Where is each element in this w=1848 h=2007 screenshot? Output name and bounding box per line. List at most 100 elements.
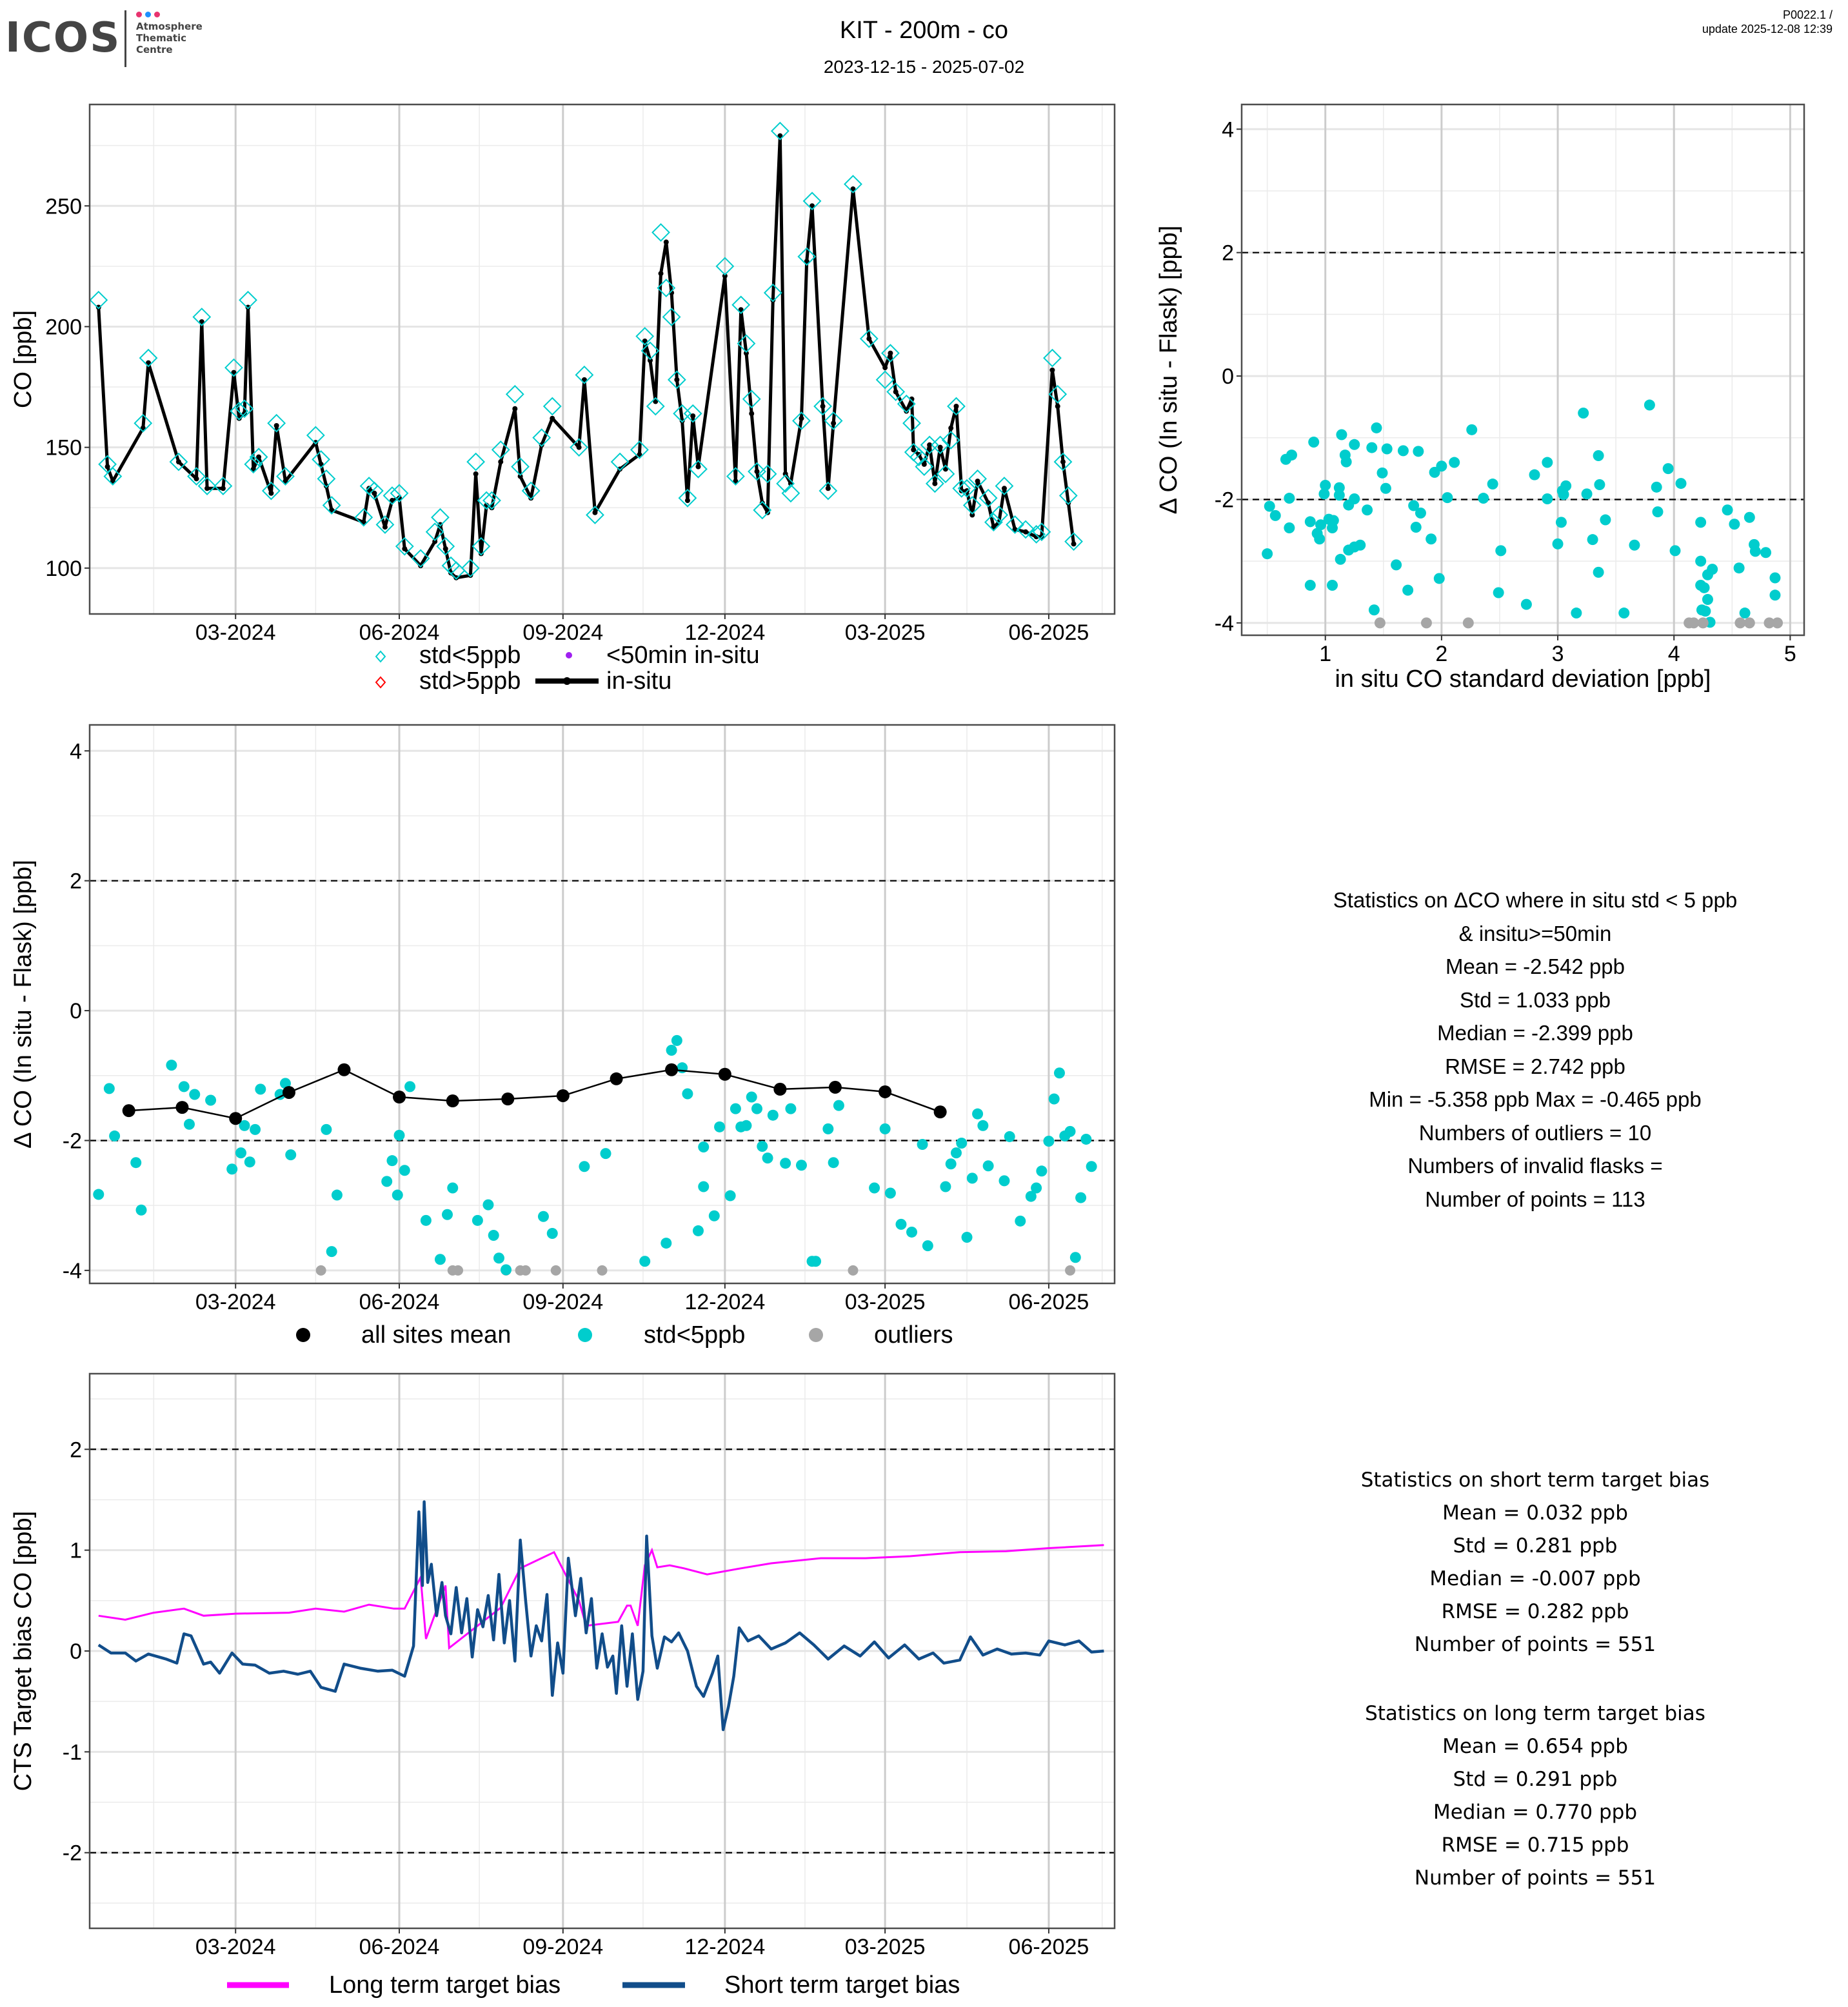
flask-diamond-marker: [646, 397, 665, 416]
all-sites-mean-point: [610, 1072, 623, 1085]
x-tick-label: 2: [1435, 642, 1447, 666]
y-axis-label: CO [ppb]: [10, 310, 37, 408]
in-situ-point: [236, 415, 242, 421]
stats-line: Median = -2.399 ppb: [1437, 1021, 1633, 1045]
stats-line: Number of points = 551: [1414, 1633, 1656, 1656]
std-point: [917, 1139, 928, 1151]
in-situ-point: [749, 411, 755, 417]
in-situ-point: [442, 546, 448, 551]
flask-diamond-marker: [1053, 452, 1073, 471]
std-point: [244, 1156, 255, 1168]
scatter-point: [1355, 539, 1366, 551]
std-point: [1025, 1191, 1037, 1202]
scatter-point: [1542, 493, 1553, 505]
outlier-point: [1764, 617, 1775, 629]
scatter-point: [1349, 493, 1360, 505]
scatter-point: [1340, 456, 1352, 468]
flask-diamond-marker: [542, 397, 562, 416]
flask-diamond-marker: [521, 481, 541, 500]
in-situ-point: [437, 522, 443, 528]
std-point: [1086, 1161, 1097, 1172]
flask-diamond-marker: [134, 413, 153, 433]
plot-border: [88, 103, 1116, 615]
std-point: [420, 1214, 432, 1226]
in-situ-point: [512, 406, 518, 411]
x-tick-label: 09-2024: [522, 1290, 603, 1314]
flask-diamond-marker: [482, 491, 501, 510]
scatter-point: [1744, 511, 1755, 523]
flask-diamond-marker: [532, 428, 551, 448]
y-tick-label: -4: [63, 1259, 82, 1283]
flask-diamond-marker: [657, 279, 676, 297]
y-axis-label: Δ CO (In situ - Flask) [ppb]: [10, 860, 37, 1149]
in-situ-point: [942, 466, 948, 472]
std-point: [698, 1142, 710, 1153]
x-tick-label: 03-2025: [845, 1935, 926, 1959]
outlier-point: [1374, 617, 1386, 629]
flask-diamond-marker: [925, 474, 944, 493]
std-point: [692, 1225, 704, 1236]
std-point: [950, 1147, 962, 1159]
delta-statistics-panel: Statistics on ΔCO where in situ std < 5 …: [1213, 884, 1848, 1216]
std-point: [822, 1123, 834, 1134]
x-tick-label: 03-2024: [195, 620, 276, 645]
y-tick-label: 2: [1222, 241, 1234, 266]
flask-diamond-marker: [748, 462, 766, 481]
x-tick-label: 06-2024: [359, 1290, 440, 1314]
flask-diamond-marker: [586, 506, 604, 524]
std-point: [977, 1120, 989, 1131]
plot-border: [88, 724, 1116, 1285]
std-point: [906, 1226, 918, 1238]
in-situ-point: [674, 377, 680, 382]
in-situ-point: [498, 459, 504, 465]
logo-wordmark: ICOS: [5, 14, 121, 62]
flask-diamond-marker: [1006, 515, 1024, 534]
std-point: [999, 1175, 1010, 1187]
in-situ-point: [647, 357, 653, 363]
scatter-point: [1410, 522, 1422, 533]
scatter-point: [1529, 469, 1540, 480]
in-situ-point: [637, 451, 642, 457]
scatter-point: [1552, 538, 1564, 549]
std-point: [1015, 1215, 1026, 1227]
std-point: [166, 1060, 177, 1071]
legend-label: in-situ: [606, 667, 671, 695]
all-sites-mean-point: [501, 1092, 515, 1106]
scatter-point: [1629, 539, 1640, 551]
in-situ-point: [550, 415, 555, 421]
flask-diamond-marker: [491, 440, 510, 459]
x-tick-label: 06-2024: [359, 620, 440, 645]
std-point: [235, 1147, 246, 1159]
std-point: [109, 1130, 121, 1142]
std-point: [441, 1209, 453, 1220]
flask-diamond-marker: [322, 496, 341, 515]
scatter-point: [1366, 442, 1378, 453]
logo-subtitle-line: Atmosphere: [136, 21, 203, 32]
all-sites-mean-point: [879, 1085, 892, 1098]
scatter-point: [1769, 572, 1781, 584]
in-situ-point: [539, 442, 544, 448]
scatter-point: [1308, 436, 1320, 448]
x-tick-label: 09-2024: [522, 620, 603, 645]
scatter-point: [1495, 545, 1507, 557]
in-situ-point: [975, 479, 980, 484]
x-tick-label: 03-2025: [845, 1290, 926, 1314]
in-situ-point: [146, 360, 152, 366]
long-term-bias-statistics: Statistics on long term target bias Mean…: [1213, 1697, 1848, 1895]
flask-diamond-marker: [813, 397, 832, 416]
x-tick-label: 09-2024: [522, 1935, 603, 1959]
in-situ-point: [804, 259, 810, 264]
std-point: [579, 1161, 590, 1172]
in-situ-point: [204, 486, 210, 491]
std-point: [321, 1123, 332, 1135]
std-point: [482, 1199, 494, 1211]
scatter-point: [1600, 514, 1611, 526]
scatter-point: [1571, 608, 1582, 619]
flask-diamond-marker: [915, 457, 934, 477]
in-situ-point: [888, 350, 893, 356]
flask-diamond-marker: [511, 457, 530, 477]
in-situ-point: [866, 336, 872, 342]
std-point: [780, 1158, 791, 1169]
scatter-point: [1593, 566, 1604, 578]
std-point: [895, 1218, 907, 1230]
